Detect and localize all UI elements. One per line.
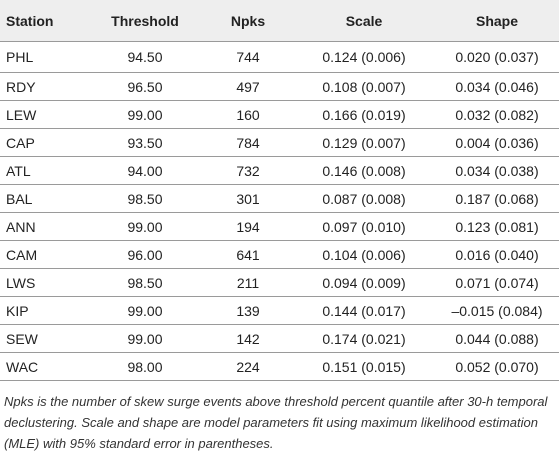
cell-threshold: 99.00 (87, 324, 203, 353)
cell-threshold: 99.00 (87, 296, 203, 325)
cell-threshold: 93.50 (87, 128, 203, 157)
cell-station: ANN (0, 212, 87, 241)
table-row: LEW 99.00 160 0.166 (0.019) 0.032 (0.082) (0, 100, 559, 129)
cell-station: CAP (0, 128, 87, 157)
cell-station: LWS (0, 268, 87, 297)
cell-scale: 0.094 (0.009) (293, 268, 435, 297)
cell-shape: 0.020 (0.037) (435, 41, 559, 73)
cell-threshold: 96.00 (87, 240, 203, 269)
table-row: CAP 93.50 784 0.129 (0.007) 0.004 (0.036) (0, 128, 559, 157)
table-row: PHL 94.50 744 0.124 (0.006) 0.020 (0.037) (0, 41, 559, 73)
cell-scale: 0.151 (0.015) (293, 352, 435, 381)
table-header: Station Threshold Npks Scale Shape (0, 0, 559, 42)
cell-station: RDY (0, 72, 87, 101)
table-footnote: Npks is the number of skew surge events … (4, 394, 548, 451)
table-row: LWS 98.50 211 0.094 (0.009) 0.071 (0.074) (0, 268, 559, 297)
cell-threshold: 98.50 (87, 184, 203, 213)
station-table: Station Threshold Npks Scale Shape PHL 94… (0, 0, 559, 381)
cell-npks: 194 (203, 212, 293, 241)
table-row: CAM 96.00 641 0.104 (0.006) 0.016 (0.040) (0, 240, 559, 269)
cell-npks: 211 (203, 268, 293, 297)
cell-shape: 0.071 (0.074) (435, 268, 559, 297)
cell-shape: 0.044 (0.088) (435, 324, 559, 353)
cell-npks: 497 (203, 72, 293, 101)
header-shape: Shape (435, 0, 559, 42)
cell-station: BAL (0, 184, 87, 213)
cell-station: KIP (0, 296, 87, 325)
cell-scale: 0.146 (0.008) (293, 156, 435, 185)
cell-threshold: 99.00 (87, 100, 203, 129)
cell-npks: 139 (203, 296, 293, 325)
cell-scale: 0.108 (0.007) (293, 72, 435, 101)
header-npks: Npks (203, 0, 293, 42)
cell-scale: 0.087 (0.008) (293, 184, 435, 213)
header-row: Station Threshold Npks Scale Shape (0, 0, 559, 42)
cell-scale: 0.166 (0.019) (293, 100, 435, 129)
cell-threshold: 99.00 (87, 212, 203, 241)
cell-npks: 641 (203, 240, 293, 269)
table-row: RDY 96.50 497 0.108 (0.007) 0.034 (0.046) (0, 72, 559, 101)
cell-scale: 0.174 (0.021) (293, 324, 435, 353)
cell-threshold: 98.50 (87, 268, 203, 297)
header-scale: Scale (293, 0, 435, 42)
cell-threshold: 98.00 (87, 352, 203, 381)
cell-threshold: 94.00 (87, 156, 203, 185)
cell-threshold: 94.50 (87, 41, 203, 73)
table-row: SEW 99.00 142 0.174 (0.021) 0.044 (0.088) (0, 324, 559, 353)
cell-station: LEW (0, 100, 87, 129)
header-station: Station (0, 0, 87, 42)
cell-npks: 160 (203, 100, 293, 129)
cell-shape: 0.052 (0.070) (435, 352, 559, 381)
table-row: ANN 99.00 194 0.097 (0.010) 0.123 (0.081) (0, 212, 559, 241)
cell-shape: –0.015 (0.084) (435, 296, 559, 325)
cell-scale: 0.104 (0.006) (293, 240, 435, 269)
header-threshold: Threshold (87, 0, 203, 42)
cell-npks: 224 (203, 352, 293, 381)
table-body: PHL 94.50 744 0.124 (0.006) 0.020 (0.037) RDY… (0, 41, 559, 381)
cell-shape: 0.034 (0.046) (435, 72, 559, 101)
cell-shape: 0.032 (0.082) (435, 100, 559, 129)
cell-npks: 732 (203, 156, 293, 185)
cell-shape: 0.187 (0.068) (435, 184, 559, 213)
cell-station: CAM (0, 240, 87, 269)
cell-npks: 301 (203, 184, 293, 213)
table-row: BAL 98.50 301 0.087 (0.008) 0.187 (0.068) (0, 184, 559, 213)
cell-scale: 0.124 (0.006) (293, 41, 435, 73)
cell-station: PHL (0, 41, 87, 73)
cell-shape: 0.123 (0.081) (435, 212, 559, 241)
cell-npks: 744 (203, 41, 293, 73)
cell-station: WAC (0, 352, 87, 381)
cell-scale: 0.097 (0.010) (293, 212, 435, 241)
cell-shape: 0.016 (0.040) (435, 240, 559, 269)
cell-npks: 142 (203, 324, 293, 353)
cell-scale: 0.129 (0.007) (293, 128, 435, 157)
table-row: WAC 98.00 224 0.151 (0.015) 0.052 (0.070) (0, 352, 559, 381)
table-row: ATL 94.00 732 0.146 (0.008) 0.034 (0.038) (0, 156, 559, 185)
cell-shape: 0.034 (0.038) (435, 156, 559, 185)
table-row: KIP 99.00 139 0.144 (0.017) –0.015 (0.084) (0, 296, 559, 325)
cell-shape: 0.004 (0.036) (435, 128, 559, 157)
cell-station: SEW (0, 324, 87, 353)
cell-scale: 0.144 (0.017) (293, 296, 435, 325)
cell-npks: 784 (203, 128, 293, 157)
cell-threshold: 96.50 (87, 72, 203, 101)
cell-station: ATL (0, 156, 87, 185)
